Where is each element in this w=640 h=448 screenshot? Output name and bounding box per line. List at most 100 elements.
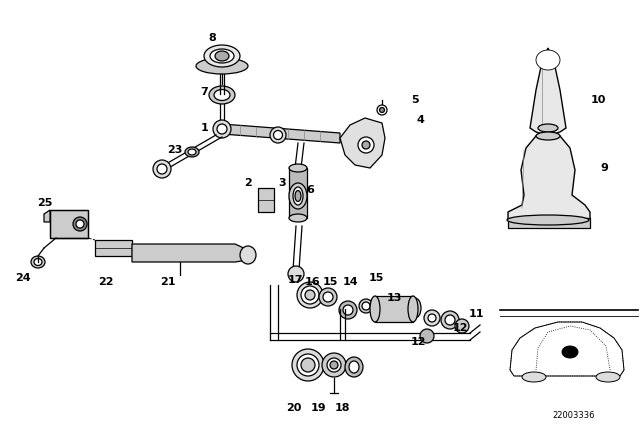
Polygon shape (95, 240, 132, 256)
Text: 10: 10 (590, 95, 605, 105)
Ellipse shape (34, 258, 42, 266)
Polygon shape (508, 136, 590, 220)
Ellipse shape (297, 354, 319, 376)
Text: 3: 3 (278, 178, 286, 188)
Text: 12: 12 (410, 337, 426, 347)
Bar (50, 210, 88, 238)
Ellipse shape (214, 90, 230, 100)
Ellipse shape (441, 311, 459, 329)
Text: 22: 22 (99, 277, 114, 287)
Text: 6: 6 (306, 185, 314, 195)
Polygon shape (132, 244, 248, 262)
Ellipse shape (536, 132, 560, 140)
Text: 17: 17 (287, 275, 303, 285)
Text: 13: 13 (387, 293, 402, 303)
Text: 25: 25 (37, 198, 52, 208)
Ellipse shape (538, 124, 558, 132)
Text: 7: 7 (200, 87, 208, 97)
Text: 8: 8 (208, 33, 216, 43)
Ellipse shape (240, 246, 256, 264)
Ellipse shape (301, 358, 315, 372)
Ellipse shape (323, 292, 333, 302)
Ellipse shape (445, 315, 455, 325)
Ellipse shape (185, 147, 199, 157)
Ellipse shape (339, 301, 357, 319)
Text: 22003336: 22003336 (553, 410, 595, 419)
Ellipse shape (188, 149, 196, 155)
Ellipse shape (293, 187, 303, 205)
Ellipse shape (292, 349, 324, 381)
Ellipse shape (388, 298, 402, 318)
Ellipse shape (217, 124, 227, 134)
Ellipse shape (522, 372, 546, 382)
Polygon shape (340, 118, 385, 168)
Ellipse shape (409, 298, 421, 318)
Polygon shape (222, 124, 340, 143)
Ellipse shape (301, 286, 319, 304)
Ellipse shape (289, 214, 307, 222)
Ellipse shape (319, 288, 337, 306)
Text: 24: 24 (15, 273, 31, 283)
Ellipse shape (213, 120, 231, 138)
Bar (375, 296, 413, 322)
Text: 4: 4 (416, 115, 424, 125)
Ellipse shape (536, 50, 560, 70)
Text: 11: 11 (468, 309, 484, 319)
Text: 1: 1 (201, 123, 209, 133)
Ellipse shape (362, 302, 370, 310)
Ellipse shape (359, 299, 373, 313)
Ellipse shape (330, 361, 338, 369)
Bar (50, 210, 88, 238)
Text: 23: 23 (167, 145, 182, 155)
Text: 20: 20 (286, 403, 301, 413)
Ellipse shape (424, 310, 440, 326)
Ellipse shape (420, 329, 434, 343)
Ellipse shape (391, 302, 399, 314)
Ellipse shape (73, 217, 87, 231)
Ellipse shape (289, 183, 307, 209)
Text: 2: 2 (244, 178, 252, 188)
Ellipse shape (153, 160, 171, 178)
Text: 5: 5 (411, 95, 419, 105)
Text: 21: 21 (160, 277, 176, 287)
Ellipse shape (31, 256, 45, 268)
Bar (258, 188, 274, 212)
Text: 12: 12 (452, 323, 468, 333)
Ellipse shape (210, 49, 234, 63)
Ellipse shape (343, 305, 353, 315)
Ellipse shape (204, 45, 240, 67)
Text: 18: 18 (334, 403, 349, 413)
Ellipse shape (428, 314, 436, 322)
Ellipse shape (270, 127, 286, 143)
Ellipse shape (305, 290, 315, 300)
Ellipse shape (596, 372, 620, 382)
Ellipse shape (507, 215, 589, 225)
Ellipse shape (380, 108, 385, 112)
Ellipse shape (358, 137, 374, 153)
Ellipse shape (157, 164, 167, 174)
Ellipse shape (76, 220, 84, 228)
Ellipse shape (295, 190, 301, 202)
Text: 15: 15 (368, 273, 384, 283)
Ellipse shape (408, 296, 418, 322)
Polygon shape (44, 210, 50, 222)
Bar (289, 168, 307, 218)
Ellipse shape (289, 164, 307, 172)
Ellipse shape (345, 357, 363, 377)
Ellipse shape (562, 346, 578, 358)
Text: 14: 14 (342, 277, 358, 287)
Text: 19: 19 (310, 403, 326, 413)
Text: 16: 16 (304, 277, 320, 287)
Polygon shape (530, 48, 566, 136)
Ellipse shape (455, 319, 469, 333)
Ellipse shape (273, 130, 282, 139)
Ellipse shape (370, 296, 380, 322)
Ellipse shape (215, 51, 229, 61)
Ellipse shape (209, 86, 235, 104)
Bar (508, 218, 590, 228)
Ellipse shape (349, 361, 359, 373)
Ellipse shape (196, 58, 248, 74)
Text: 15: 15 (323, 277, 338, 287)
Ellipse shape (322, 353, 346, 377)
Text: 9: 9 (600, 163, 608, 173)
